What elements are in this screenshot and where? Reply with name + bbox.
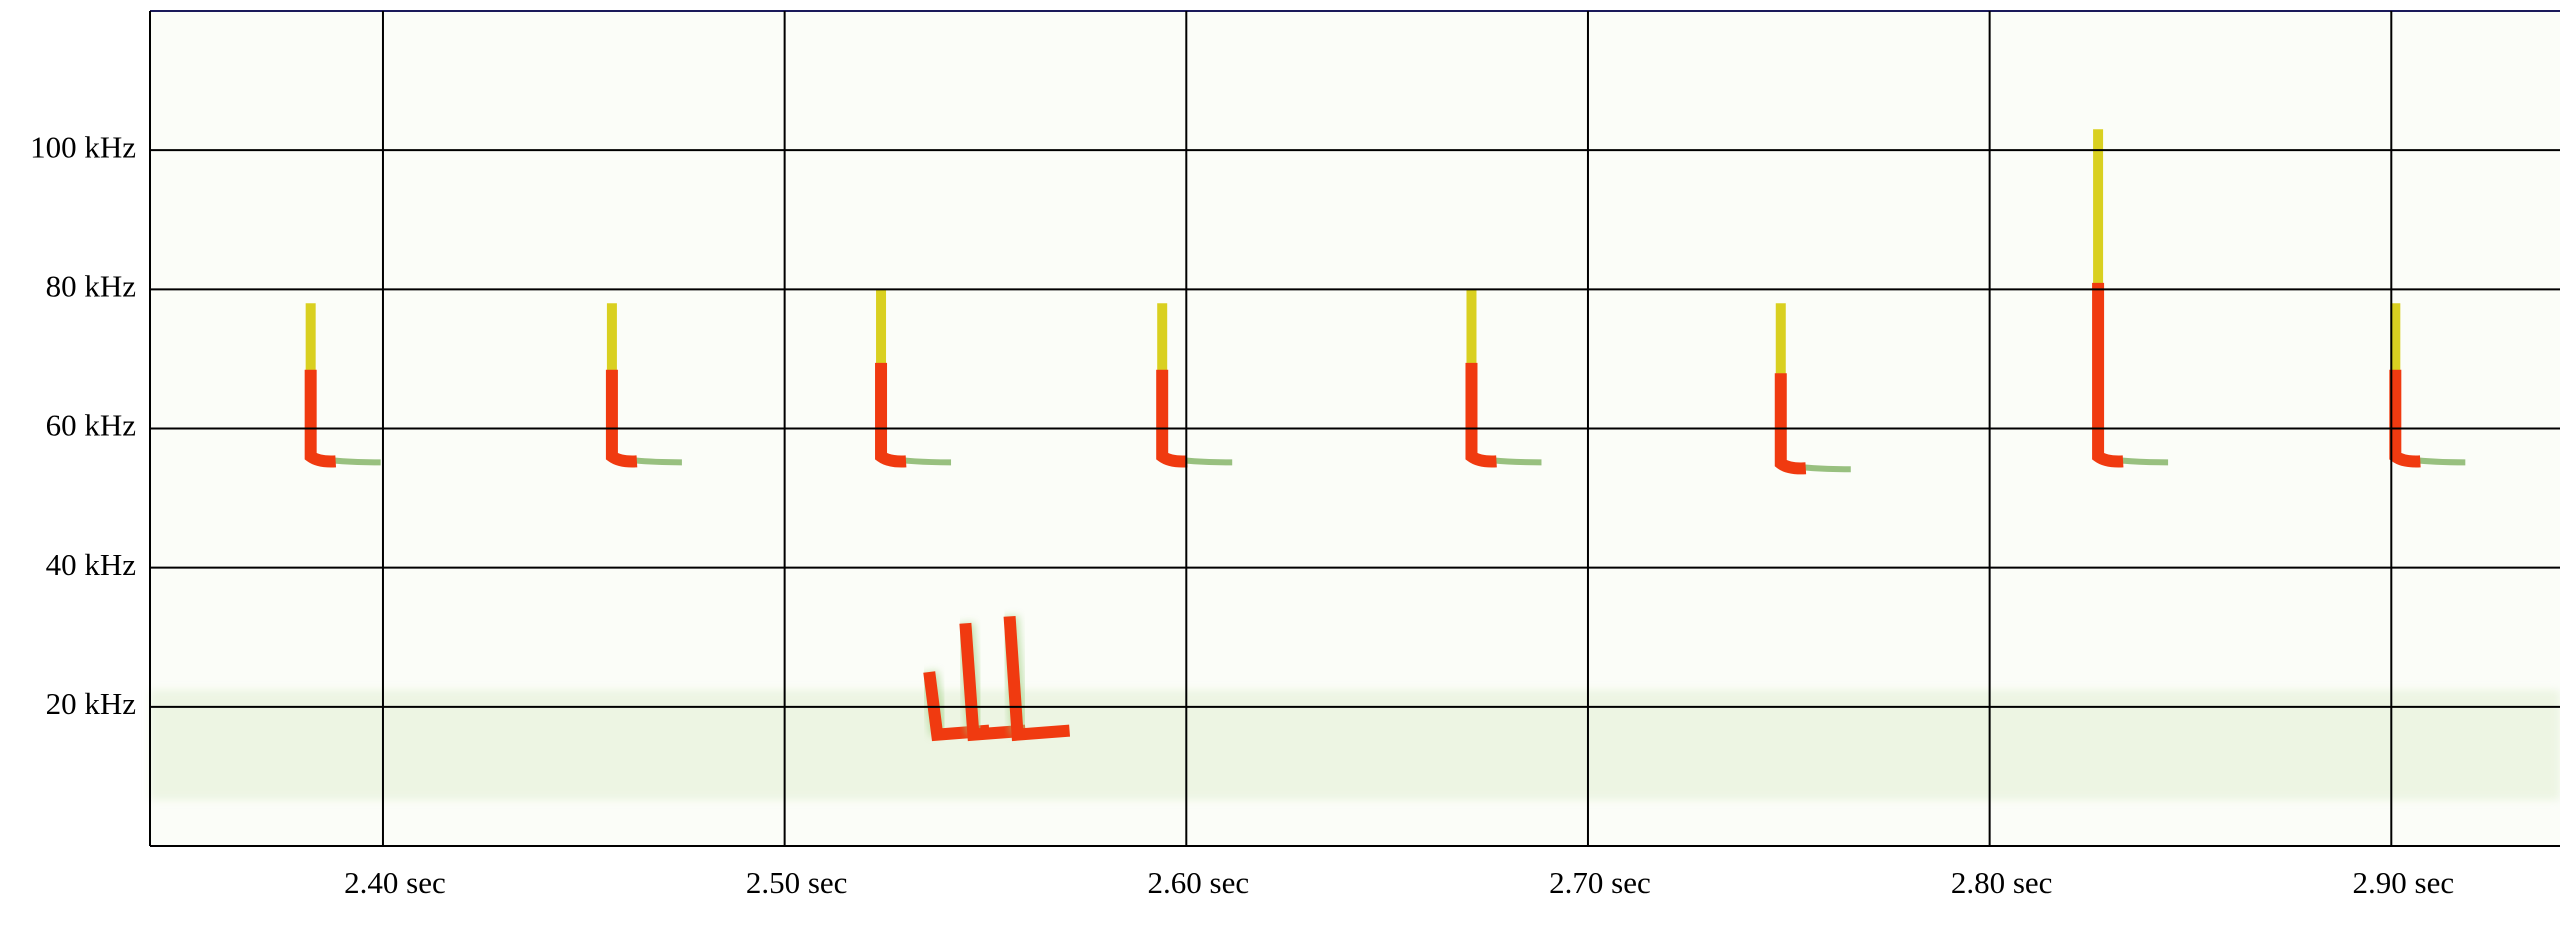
- x-tick-label: 2.40 sec: [344, 865, 446, 900]
- call: [303, 213, 381, 468]
- call: [2388, 213, 2466, 468]
- call-core: [1465, 362, 1497, 468]
- y-tick-label: 20 kHz: [46, 686, 136, 721]
- social-core: [959, 622, 1026, 742]
- y-tick-label: 100 kHz: [30, 129, 136, 164]
- social-call: [1000, 615, 1071, 742]
- x-tick-label: 2.70 sec: [1549, 865, 1651, 900]
- call-core: [2389, 369, 2421, 468]
- y-tick-label: 60 kHz: [46, 408, 136, 443]
- social-core: [1003, 615, 1071, 742]
- call-core: [1156, 369, 1188, 468]
- call-core: [605, 369, 638, 468]
- call-core: [1774, 373, 1807, 475]
- call: [1773, 213, 1851, 475]
- y-tick-label: 40 kHz: [46, 547, 136, 582]
- call-core: [875, 362, 907, 468]
- noise-band: [150, 690, 2560, 800]
- call: [1155, 213, 1233, 468]
- x-tick-label: 2.50 sec: [746, 865, 848, 900]
- social-call: [956, 622, 1026, 742]
- call-core: [304, 369, 337, 468]
- y-tick-label: 80 kHz: [46, 268, 136, 303]
- call: [2091, 39, 2169, 468]
- call-core: [2092, 282, 2124, 468]
- x-tick-label: 2.90 sec: [2353, 865, 2455, 900]
- x-tick-label: 2.80 sec: [1951, 865, 2053, 900]
- x-tick-label: 2.60 sec: [1148, 865, 1250, 900]
- call: [604, 213, 682, 468]
